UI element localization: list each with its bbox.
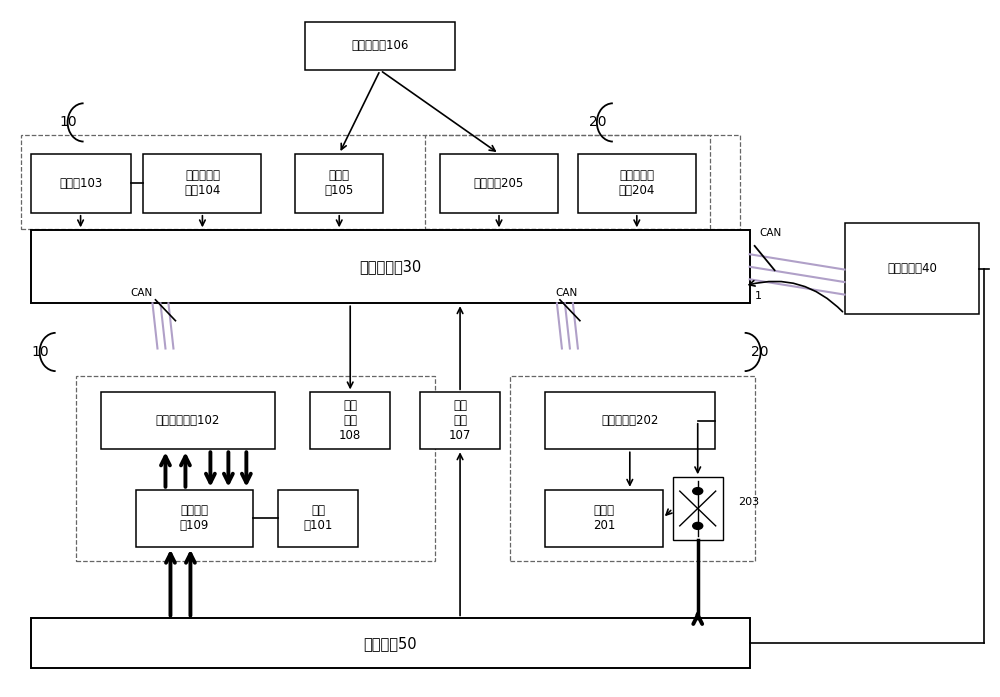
Bar — [510, 376, 755, 560]
Text: 加热器
201: 加热器 201 — [593, 504, 615, 533]
Text: 1: 1 — [755, 291, 762, 301]
Text: 10: 10 — [60, 116, 77, 130]
Text: 蒸发器103: 蒸发器103 — [59, 177, 102, 190]
Text: 冷凝
风扇
108: 冷凝 风扇 108 — [339, 399, 361, 443]
Text: 动力电池50: 动力电池50 — [363, 636, 417, 651]
Text: 压缩机总
成109: 压缩机总 成109 — [180, 504, 209, 533]
Bar — [440, 154, 558, 213]
Bar — [545, 392, 715, 450]
Text: 20: 20 — [751, 345, 768, 359]
Bar — [425, 135, 710, 229]
Text: 第二温度传
感器204: 第二温度传 感器204 — [619, 169, 655, 197]
Text: 加热控制器202: 加热控制器202 — [601, 414, 659, 427]
Text: 压力
开关
107: 压力 开关 107 — [449, 399, 471, 443]
Text: 20: 20 — [589, 116, 607, 130]
Text: 203: 203 — [738, 496, 759, 507]
Bar — [31, 154, 131, 213]
Bar — [420, 392, 500, 450]
Bar — [31, 230, 750, 303]
Text: CAN: CAN — [760, 227, 782, 238]
Bar — [278, 490, 358, 546]
Text: 10: 10 — [32, 345, 49, 359]
Circle shape — [693, 488, 703, 495]
Bar — [845, 223, 979, 314]
Text: 鼓风机开关106: 鼓风机开关106 — [351, 40, 409, 52]
Bar — [673, 477, 723, 539]
Bar — [21, 135, 740, 229]
Text: CAN: CAN — [555, 288, 577, 298]
Text: 空调管理器30: 空调管理器30 — [359, 259, 421, 274]
Text: CAN: CAN — [131, 288, 153, 298]
Bar — [31, 618, 750, 668]
Circle shape — [693, 523, 703, 529]
Bar — [295, 154, 383, 213]
Bar — [143, 154, 261, 213]
Bar — [578, 154, 696, 213]
Text: 压缩机控制器102: 压缩机控制器102 — [156, 414, 220, 427]
Text: 第一温度传
感器104: 第一温度传 感器104 — [184, 169, 221, 197]
Bar — [305, 22, 455, 70]
Text: 加热开关205: 加热开关205 — [474, 177, 524, 190]
Text: 整车控制器40: 整车控制器40 — [887, 262, 937, 275]
Text: 压缩
机101: 压缩 机101 — [304, 504, 333, 533]
Bar — [76, 376, 435, 560]
Bar — [545, 490, 663, 546]
Text: 制冷开
关105: 制冷开 关105 — [325, 169, 354, 197]
Bar — [136, 490, 253, 546]
Bar — [310, 392, 390, 450]
Bar — [101, 392, 275, 450]
